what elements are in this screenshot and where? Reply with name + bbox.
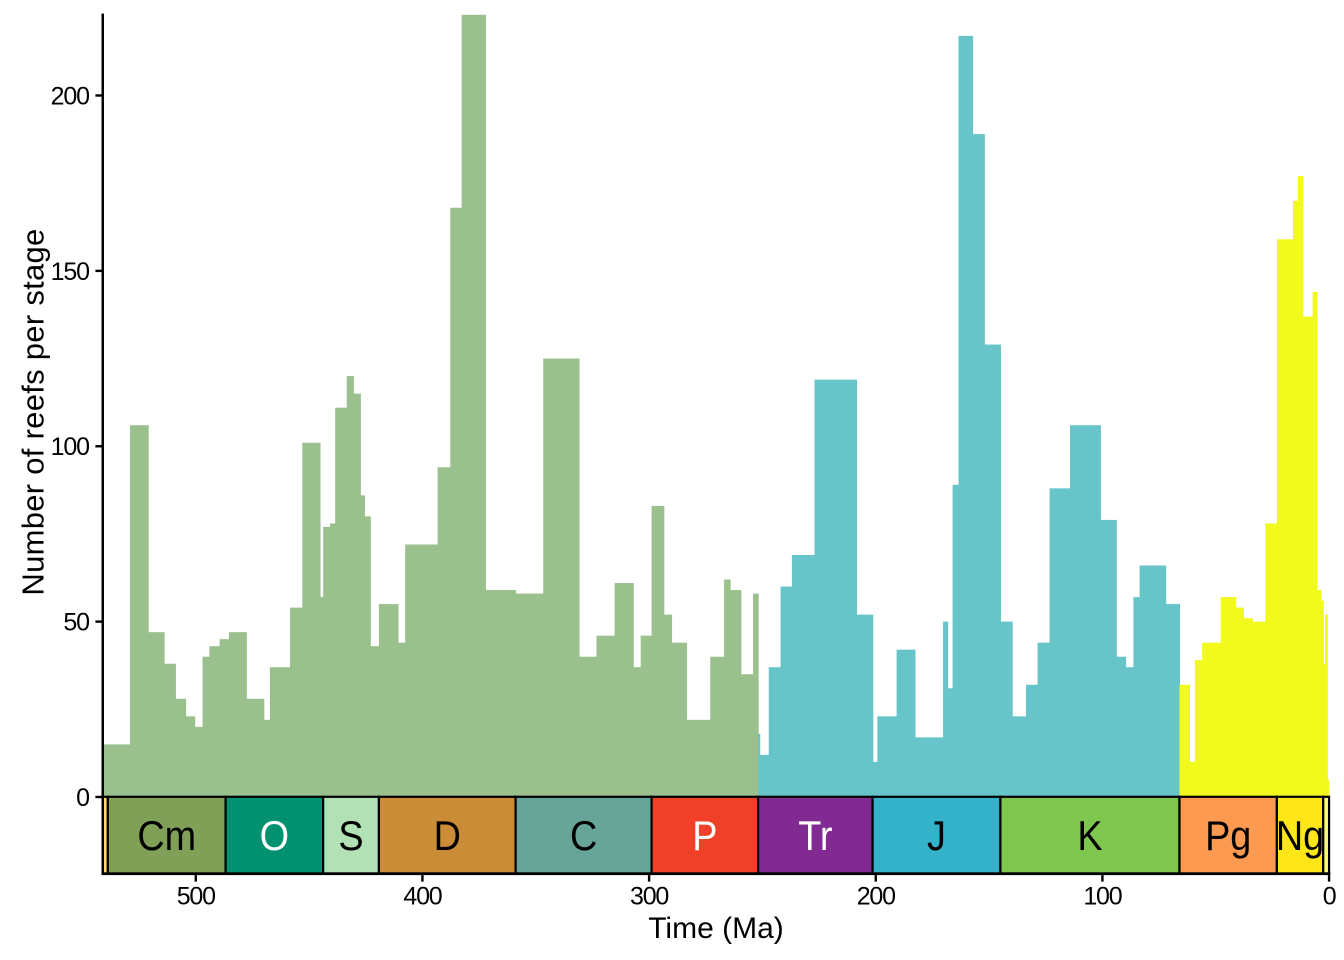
svg-text:O: O [260, 813, 289, 859]
svg-text:Number of reefs per stage: Number of reefs per stage [16, 228, 51, 595]
svg-text:S: S [338, 813, 363, 859]
svg-text:C: C [570, 813, 597, 859]
svg-text:500: 500 [177, 883, 215, 911]
svg-text:Time (Ma): Time (Ma) [648, 912, 784, 945]
svg-text:300: 300 [630, 883, 668, 911]
svg-text:Pg: Pg [1205, 813, 1251, 859]
svg-text:200: 200 [857, 883, 895, 911]
svg-text:400: 400 [403, 883, 441, 911]
svg-text:Ng: Ng [1276, 813, 1324, 859]
svg-text:Cm: Cm [137, 813, 196, 859]
svg-text:J: J [927, 813, 946, 859]
svg-text:50: 50 [63, 609, 89, 637]
svg-text:100: 100 [1083, 883, 1121, 911]
svg-text:150: 150 [51, 258, 89, 286]
svg-text:200: 200 [51, 82, 89, 110]
svg-text:0: 0 [76, 784, 89, 812]
svg-text:D: D [434, 813, 461, 859]
svg-text:0: 0 [1323, 883, 1336, 911]
svg-text:K: K [1077, 813, 1103, 859]
svg-text:P: P [692, 813, 717, 859]
svg-text:100: 100 [51, 433, 89, 461]
svg-text:Tr: Tr [798, 813, 832, 859]
